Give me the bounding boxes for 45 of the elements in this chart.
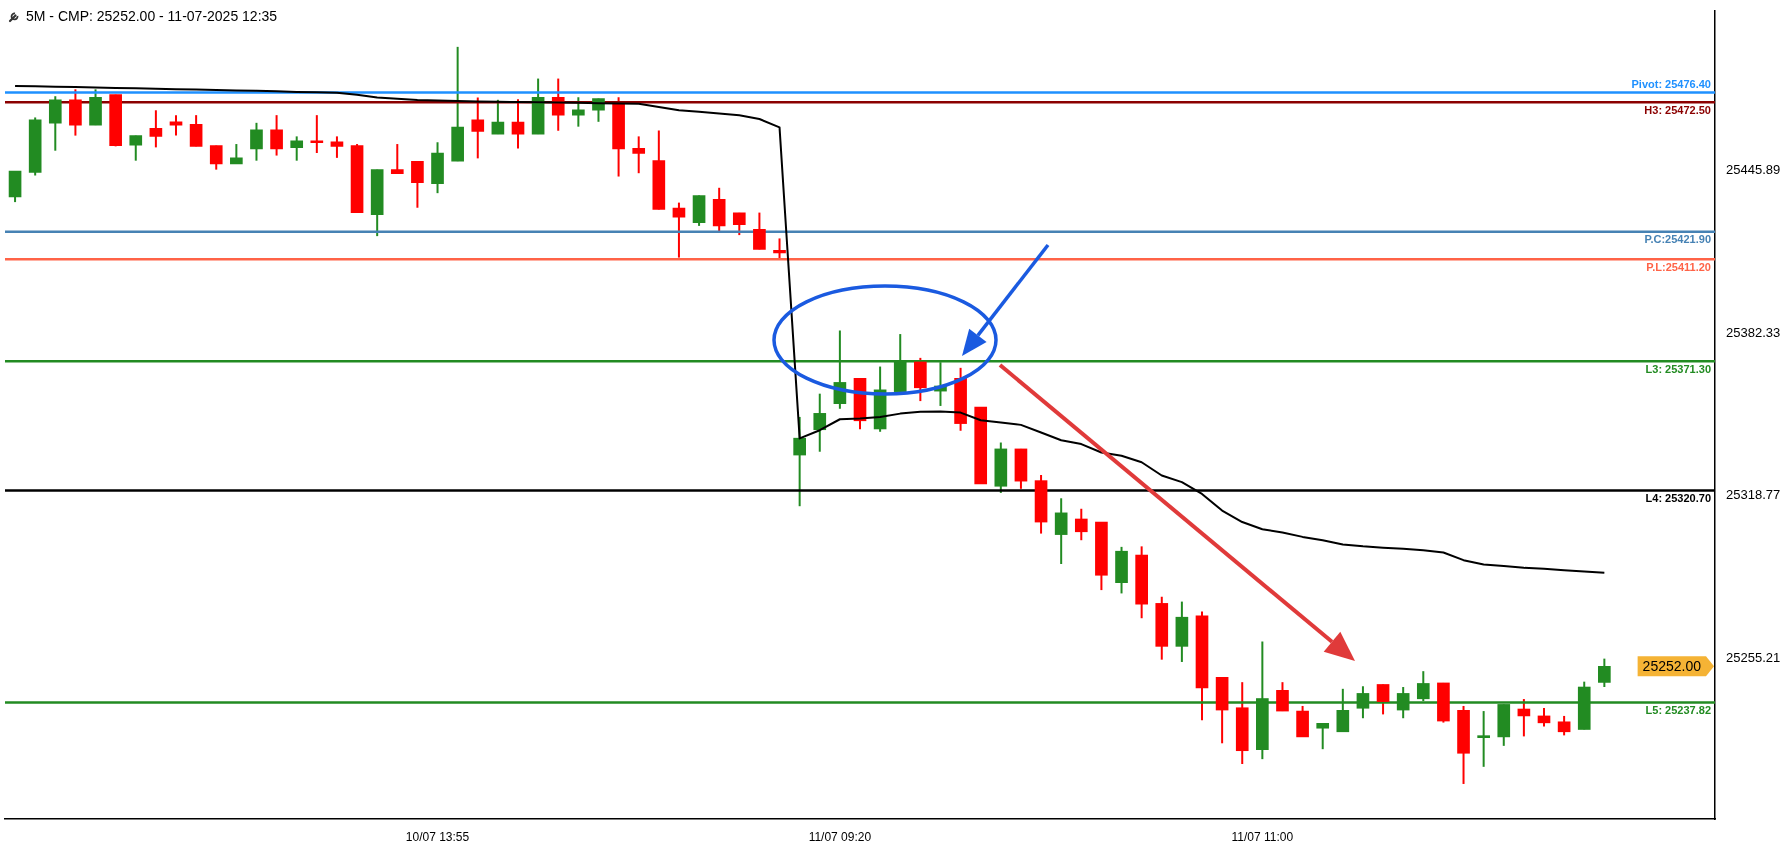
- candlestick: [773, 237, 786, 261]
- x-tick-label: 10/07 13:55: [405, 829, 470, 843]
- candlestick: [572, 96, 585, 128]
- ref-line-label: H3: 25472.50: [1644, 103, 1711, 116]
- candlestick: [1477, 710, 1490, 768]
- candlestick: [1316, 722, 1330, 751]
- candlestick: [411, 160, 424, 209]
- candlestick: [48, 95, 62, 152]
- candlestick: [390, 143, 404, 175]
- ref-line-label: L5: 25237.82: [1645, 704, 1711, 717]
- ref-line-label: P.L:25411.20: [1646, 260, 1711, 273]
- y-tick-label: 25318.77: [1726, 487, 1781, 503]
- candlestick: [1557, 714, 1571, 737]
- candlestick: [1074, 507, 1088, 542]
- candlestick: [189, 114, 203, 148]
- y-tick-label: 25382.33: [1726, 324, 1781, 340]
- candlestick: [270, 114, 283, 157]
- candlestick: [169, 114, 183, 137]
- candlestick: [471, 96, 485, 160]
- y-tick-label: 25255.21: [1726, 649, 1781, 665]
- ref-line-label: P.C:25421.90: [1644, 233, 1711, 246]
- ref-line-label: L3: 25371.30: [1645, 362, 1711, 375]
- ref-line-label: Pivot: 25476.40: [1631, 77, 1711, 90]
- candlestick: [793, 415, 806, 508]
- candlestick: [672, 201, 686, 259]
- candlestick: [330, 135, 344, 159]
- chart-title: 5M - CMP: 25252.00 - 11-07-2025 12:35: [26, 8, 278, 24]
- y-tick-label: 25445.89: [1726, 162, 1781, 177]
- candlestick: [209, 144, 223, 171]
- candlestick: [632, 135, 646, 175]
- candlestick: [1276, 681, 1289, 713]
- candlestick: [250, 121, 263, 162]
- candlestick: [1598, 657, 1611, 689]
- text: 25252.00: [1642, 658, 1702, 675]
- ref-line-label: L4: 25320.70: [1645, 492, 1711, 505]
- candlestick: [813, 392, 827, 453]
- candlestick: [310, 114, 324, 154]
- candlestick: [753, 211, 766, 251]
- candlestick: [290, 135, 304, 162]
- candlestick: [1054, 497, 1068, 566]
- candlestick: [1376, 683, 1390, 716]
- candlestick: [129, 134, 143, 162]
- x-tick-label: 11/07 09:20: [808, 829, 872, 843]
- candlestick: [149, 109, 163, 149]
- x-tick-label: 11/07 11:00: [1231, 829, 1294, 843]
